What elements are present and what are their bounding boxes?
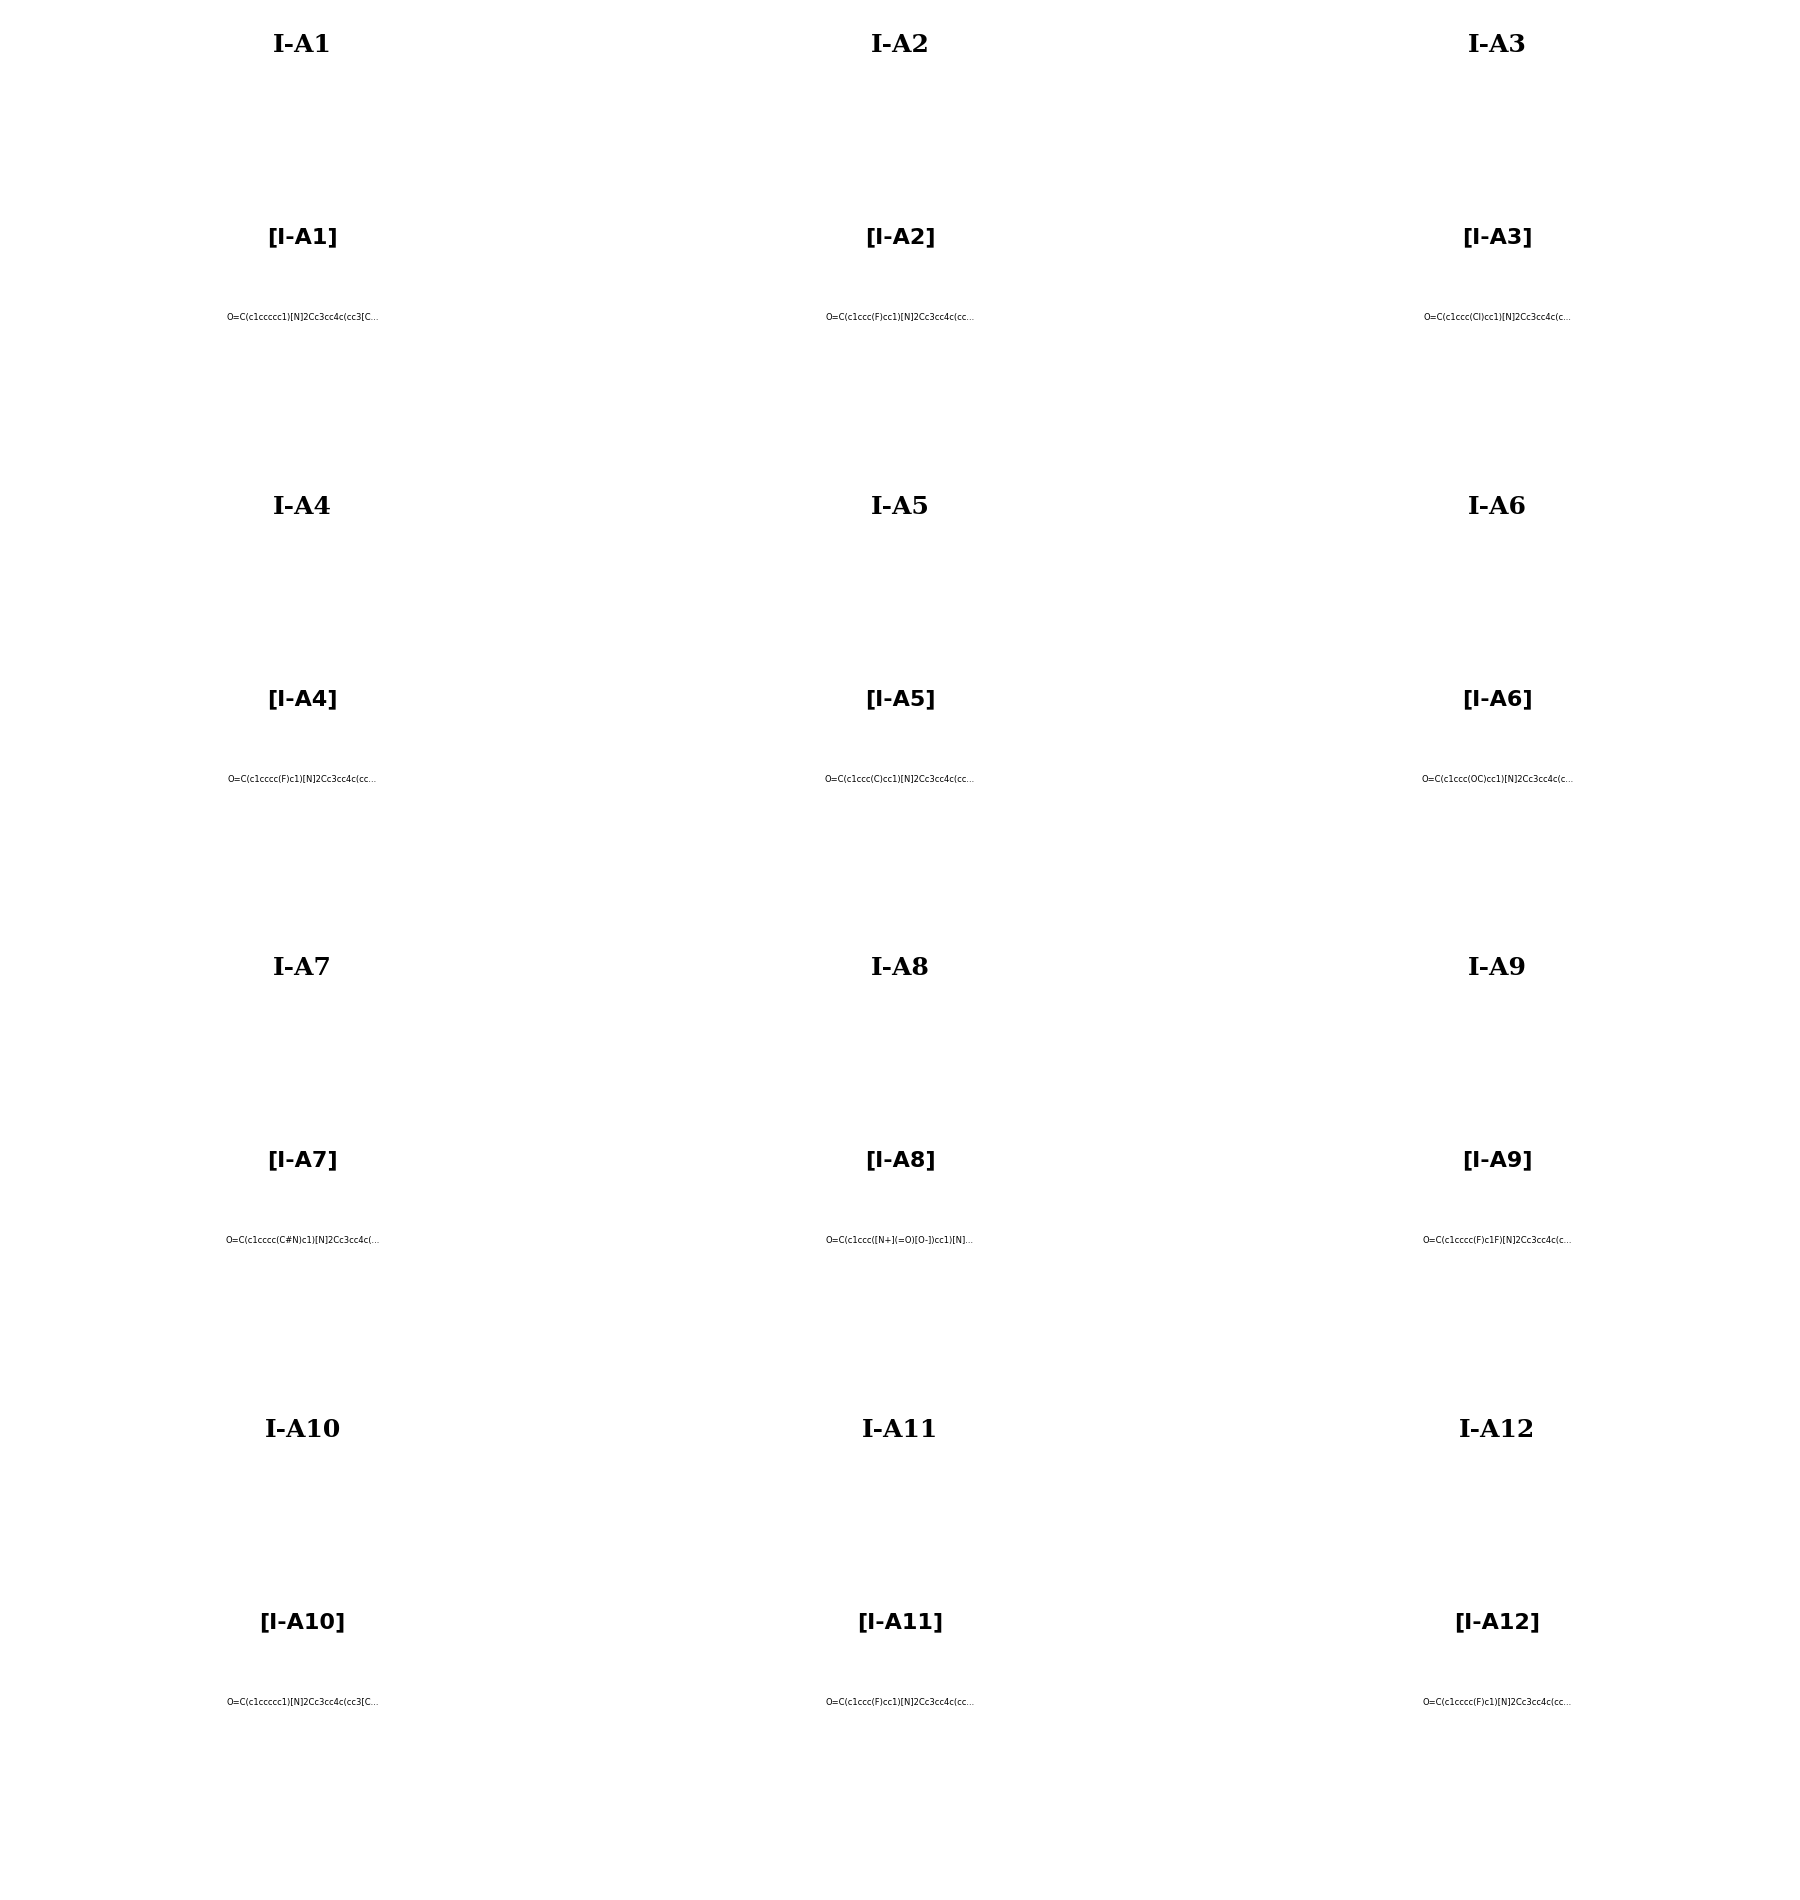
Text: [I-A6]: [I-A6]: [1462, 690, 1534, 709]
Text: O=C(c1cccc(F)c1)[N]2Cc3cc4c(cc...: O=C(c1cccc(F)c1)[N]2Cc3cc4c(cc...: [1422, 1699, 1571, 1706]
Text: [I-A12]: [I-A12]: [1454, 1613, 1541, 1632]
Text: O=C(c1ccccc1)[N]2Cc3cc4c(cc3[C...: O=C(c1ccccc1)[N]2Cc3cc4c(cc3[C...: [227, 314, 378, 323]
Title: I-A1: I-A1: [274, 32, 331, 57]
Text: O=C(c1ccccc1)[N]2Cc3cc4c(cc3[C...: O=C(c1ccccc1)[N]2Cc3cc4c(cc3[C...: [227, 1699, 378, 1706]
Text: [I-A7]: [I-A7]: [266, 1151, 338, 1170]
Text: [I-A9]: [I-A9]: [1462, 1151, 1534, 1170]
Text: O=C(c1cccc(F)c1)[N]2Cc3cc4c(cc...: O=C(c1cccc(F)c1)[N]2Cc3cc4c(cc...: [229, 775, 378, 785]
Text: O=C(c1ccc([N+](=O)[O-])cc1)[N]...: O=C(c1ccc([N+](=O)[O-])cc1)[N]...: [826, 1237, 974, 1246]
Title: I-A3: I-A3: [1469, 32, 1526, 57]
Title: I-A4: I-A4: [274, 494, 331, 519]
Title: I-A12: I-A12: [1460, 1417, 1535, 1442]
Text: [I-A11]: [I-A11]: [857, 1613, 943, 1632]
Text: O=C(c1ccc(OC)cc1)[N]2Cc3cc4c(c...: O=C(c1ccc(OC)cc1)[N]2Cc3cc4c(c...: [1422, 775, 1573, 785]
Text: O=C(c1ccc(F)cc1)[N]2Cc3cc4c(cc...: O=C(c1ccc(F)cc1)[N]2Cc3cc4c(cc...: [826, 1699, 974, 1706]
Title: I-A7: I-A7: [274, 956, 331, 980]
Text: [I-A10]: [I-A10]: [259, 1613, 346, 1632]
Text: O=C(c1ccc(F)cc1)[N]2Cc3cc4c(cc...: O=C(c1ccc(F)cc1)[N]2Cc3cc4c(cc...: [826, 314, 974, 323]
Text: O=C(c1ccc(C)cc1)[N]2Cc3cc4c(cc...: O=C(c1ccc(C)cc1)[N]2Cc3cc4c(cc...: [824, 775, 976, 785]
Text: [I-A5]: [I-A5]: [864, 690, 936, 709]
Title: I-A5: I-A5: [871, 494, 929, 519]
Text: [I-A2]: [I-A2]: [864, 228, 936, 247]
Text: O=C(c1cccc(C#N)c1)[N]2Cc3cc4c(...: O=C(c1cccc(C#N)c1)[N]2Cc3cc4c(...: [225, 1237, 380, 1246]
Title: I-A2: I-A2: [871, 32, 929, 57]
Title: I-A10: I-A10: [265, 1417, 340, 1442]
Title: I-A8: I-A8: [871, 956, 929, 980]
Text: O=C(c1ccc(Cl)cc1)[N]2Cc3cc4c(c...: O=C(c1ccc(Cl)cc1)[N]2Cc3cc4c(c...: [1424, 314, 1571, 323]
Text: [I-A1]: [I-A1]: [266, 228, 338, 247]
Text: [I-A4]: [I-A4]: [266, 690, 338, 709]
Text: [I-A3]: [I-A3]: [1462, 228, 1534, 247]
Title: I-A11: I-A11: [862, 1417, 938, 1442]
Title: I-A6: I-A6: [1469, 494, 1526, 519]
Text: O=C(c1cccc(F)c1F)[N]2Cc3cc4c(c...: O=C(c1cccc(F)c1F)[N]2Cc3cc4c(c...: [1422, 1237, 1571, 1246]
Title: I-A9: I-A9: [1469, 956, 1526, 980]
Text: [I-A8]: [I-A8]: [864, 1151, 936, 1170]
